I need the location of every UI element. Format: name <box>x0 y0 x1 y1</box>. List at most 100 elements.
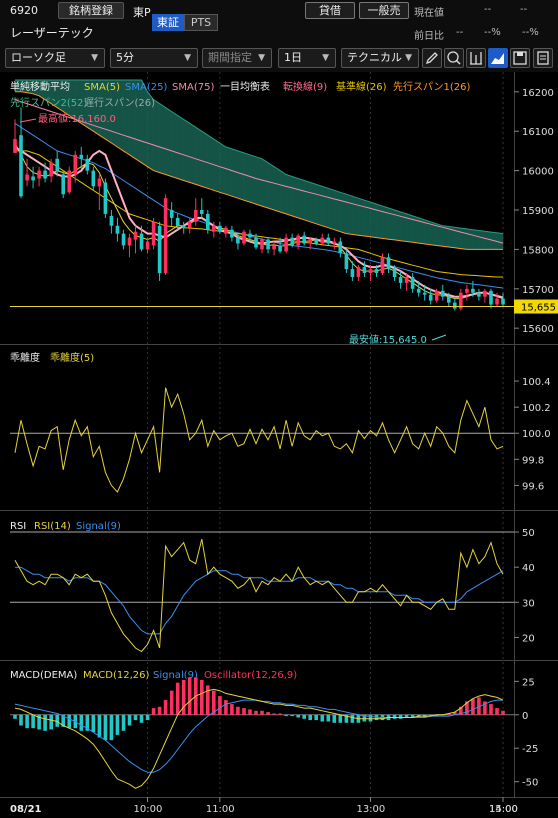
oscillator-bar <box>145 714 150 721</box>
x-tick-label: 10:00 <box>134 804 163 815</box>
technical-select[interactable]: テクニカル ▼ <box>341 48 419 68</box>
candle-body <box>290 237 294 246</box>
price-tick-label: 16100 <box>522 127 554 138</box>
candle-body <box>91 170 96 187</box>
legend-deviation: 乖離度 <box>10 351 40 364</box>
price-indicator-lines <box>14 99 504 300</box>
compare-button[interactable] <box>466 48 486 68</box>
tse-toggle[interactable]: 東証 <box>152 14 184 31</box>
deviation-tick-label: 100.4 <box>522 377 551 388</box>
chevron-down-icon: ▼ <box>322 53 329 63</box>
oscillator-bar <box>85 714 90 731</box>
candle-body <box>332 241 337 244</box>
oscillator-bar <box>242 708 246 715</box>
period-select[interactable]: 期間指定 ▼ <box>202 48 272 68</box>
chevron-down-icon: ▼ <box>184 53 191 63</box>
candle-body <box>224 227 228 234</box>
oscillator-bar <box>501 710 505 715</box>
oscillator-bar <box>175 682 180 715</box>
pts-toggle[interactable]: PTS <box>184 14 218 31</box>
chart-style-button[interactable] <box>488 48 508 68</box>
oscillator-bar <box>404 714 409 718</box>
candle-body <box>392 269 397 277</box>
chevron-down-icon: ▼ <box>405 53 412 63</box>
legend-ichimoku: 一目均衡表 <box>220 80 270 93</box>
oscillator-bar <box>266 712 270 715</box>
deviation-legend: 乖離度 乖離度(5) <box>10 351 94 364</box>
oscillator-bar <box>109 714 114 741</box>
oscillator-bar <box>37 714 41 730</box>
rsi-signal-line <box>15 566 504 635</box>
candle-body <box>453 302 457 309</box>
kijun-line <box>15 150 503 278</box>
legend-macd-signal: Signal(9) <box>153 670 198 681</box>
candle-body <box>441 290 445 297</box>
oscillator-bar <box>332 714 337 723</box>
candle-body <box>368 269 373 273</box>
candle-body <box>212 225 216 232</box>
oscillator-bar <box>368 714 373 722</box>
candle-body <box>169 210 174 218</box>
candle-body <box>175 217 180 226</box>
candle-body <box>314 239 318 244</box>
register-button[interactable]: 銘柄登録 <box>58 2 124 19</box>
oscillator-bar <box>489 704 493 715</box>
last-price-label: 15,655 <box>521 303 556 314</box>
oscillator-bar <box>157 706 162 715</box>
settings-button[interactable] <box>533 48 553 68</box>
candle-body <box>25 174 29 181</box>
oscillator-bar <box>350 714 355 723</box>
zoom-icon <box>447 51 461 65</box>
sma75-line <box>14 99 504 244</box>
oscillator-bar <box>25 714 29 729</box>
candle-body <box>296 235 300 246</box>
save-button[interactable] <box>510 48 530 68</box>
deviation-line <box>14 387 504 493</box>
prev-change-label: 前日比 <box>414 31 444 42</box>
zoom-button[interactable] <box>444 48 464 68</box>
legend-sma: 単純移動平均 <box>10 80 70 93</box>
x-tick-label: 14:00 <box>489 804 518 815</box>
span2-line <box>15 79 504 235</box>
oscillator-bar <box>453 712 457 715</box>
oscillator-bar <box>362 714 367 722</box>
margin-button[interactable]: 貸借 <box>305 2 355 19</box>
candle-body <box>459 292 463 309</box>
candle-body <box>157 225 162 274</box>
candle-type-label: ローソク足 <box>11 51 66 64</box>
range-label: 1日 <box>284 51 302 64</box>
oscillator-bar <box>187 677 192 715</box>
macd-panel: 25 0 -25 -50 <box>10 677 538 789</box>
candle-body <box>302 235 306 244</box>
oscillator-bar <box>55 714 59 727</box>
rsi-panel: 50 40 30 20 <box>10 528 535 653</box>
candle-body <box>447 296 451 303</box>
chart-toolbar: ローソク足 ▼ 5分 ▼ 期間指定 ▼ 1日 ▼ テクニカル ▼ <box>0 44 558 72</box>
pencil-button[interactable] <box>422 48 442 68</box>
oscillator-bar <box>248 709 252 715</box>
candle-type-select[interactable]: ローソク足 ▼ <box>5 48 105 68</box>
candle-body <box>248 233 252 238</box>
range-select[interactable]: 1日 ▼ <box>278 48 336 68</box>
legend-tenkan: 転換線(9) <box>283 80 327 93</box>
oscillator-bar <box>115 714 120 735</box>
legend-rsi-signal: Signal(9) <box>76 521 121 532</box>
general-sell-button[interactable]: 一般売 <box>359 2 409 19</box>
oscillator-bar <box>260 710 264 715</box>
candle-body <box>97 178 102 187</box>
candle-body <box>356 267 361 277</box>
current-price-value: -- <box>484 4 492 15</box>
oscillator-bar <box>398 714 403 719</box>
candle-body <box>103 182 108 214</box>
x-axis-date: 08/21 <box>10 804 42 815</box>
oscillator-bar <box>272 713 276 715</box>
candle-body <box>121 233 126 246</box>
chevron-down-icon: ▼ <box>258 53 265 63</box>
oscillator-bar <box>434 714 439 717</box>
chart-area[interactable]: 16200 16100 16000 15900 15800 15700 15600 15,6… <box>0 72 558 818</box>
interval-label: 5分 <box>116 51 134 64</box>
oscillator-bar <box>495 708 499 715</box>
interval-select[interactable]: 5分 ▼ <box>110 48 198 68</box>
prev-change-pct: --% <box>484 27 501 38</box>
candle-body <box>272 245 276 250</box>
